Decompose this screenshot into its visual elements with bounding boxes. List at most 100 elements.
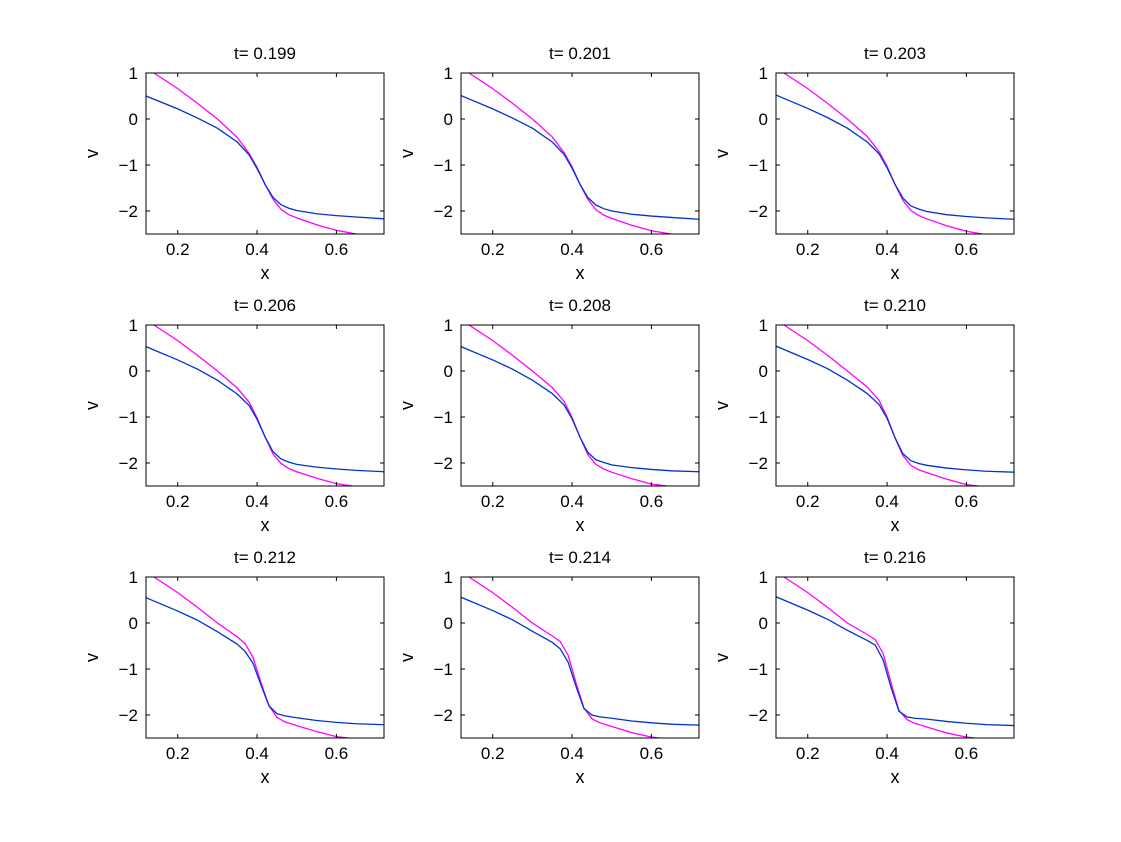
subplot-title: t= 0.203 bbox=[864, 44, 926, 63]
magenta-series-line bbox=[468, 577, 660, 738]
y-tick-label: −1 bbox=[749, 156, 768, 175]
x-tick-label: 0.6 bbox=[325, 240, 349, 259]
y-tick-label: 0 bbox=[444, 362, 453, 381]
y-tick-label: −2 bbox=[749, 706, 768, 725]
x-tick-label: 0.6 bbox=[955, 492, 979, 511]
y-tick-label: −1 bbox=[119, 156, 138, 175]
y-tick-label: 0 bbox=[129, 110, 138, 129]
subplot: t= 0.199 0.2 0.4 0.6 1 0 −1 −2 x v bbox=[82, 44, 385, 283]
y-axis-label: v bbox=[397, 653, 417, 662]
blue-series-line bbox=[146, 346, 384, 473]
x-axis-label: x bbox=[261, 515, 270, 535]
x-tick-label: 0.2 bbox=[481, 240, 505, 259]
magenta-series-line bbox=[783, 325, 979, 486]
subplot-title: t= 0.199 bbox=[234, 44, 296, 63]
y-tick-label: 1 bbox=[759, 64, 768, 83]
magenta-series-line bbox=[153, 325, 353, 486]
y-tick-label: −1 bbox=[434, 660, 453, 679]
y-tick-label: 1 bbox=[444, 64, 453, 83]
blue-series-line bbox=[461, 346, 699, 473]
subplot-title: t= 0.212 bbox=[234, 548, 296, 567]
y-tick-label: −2 bbox=[749, 202, 768, 221]
y-tick-label: −1 bbox=[119, 408, 138, 427]
axes-box bbox=[460, 72, 700, 235]
y-tick-label: 0 bbox=[759, 362, 768, 381]
blue-series-line bbox=[146, 597, 384, 726]
blue-series-line bbox=[776, 94, 1014, 220]
blue-series-line bbox=[146, 95, 384, 220]
magenta-series-line bbox=[153, 577, 349, 738]
x-tick-label: 0.4 bbox=[875, 744, 899, 763]
magenta-series-line bbox=[468, 325, 668, 486]
x-tick-label: 0.2 bbox=[166, 492, 190, 511]
y-tick-label: 0 bbox=[444, 110, 453, 129]
y-tick-label: 1 bbox=[129, 568, 138, 587]
blue-series-line bbox=[461, 94, 699, 220]
y-tick-label: 0 bbox=[759, 110, 768, 129]
x-tick-label: 0.4 bbox=[875, 240, 899, 259]
blue-series-line bbox=[776, 345, 1014, 473]
x-tick-label: 0.6 bbox=[955, 744, 979, 763]
subplot-title: t= 0.206 bbox=[234, 296, 296, 315]
subplot: t= 0.214 0.2 0.4 0.6 1 0 −1 −2 x v bbox=[397, 548, 700, 787]
subplot: t= 0.206 0.2 0.4 0.6 1 0 −1 −2 x v bbox=[82, 296, 385, 535]
y-tick-label: −1 bbox=[749, 660, 768, 679]
x-tick-label: 0.2 bbox=[796, 744, 820, 763]
subplot: t= 0.203 0.2 0.4 0.6 1 0 −1 −2 x v bbox=[712, 44, 1015, 283]
y-tick-label: −1 bbox=[434, 156, 453, 175]
x-tick-label: 0.4 bbox=[245, 744, 269, 763]
y-tick-label: 0 bbox=[129, 362, 138, 381]
x-tick-label: 0.4 bbox=[560, 492, 584, 511]
x-axis-label: x bbox=[576, 515, 585, 535]
y-tick-label: −2 bbox=[434, 454, 453, 473]
y-tick-label: −1 bbox=[749, 408, 768, 427]
x-axis-label: x bbox=[891, 515, 900, 535]
axes-box bbox=[775, 576, 1015, 739]
x-tick-label: 0.2 bbox=[166, 744, 190, 763]
axes-box bbox=[460, 324, 700, 487]
x-tick-label: 0.6 bbox=[640, 240, 664, 259]
y-tick-label: −1 bbox=[434, 408, 453, 427]
subplot-title: t= 0.214 bbox=[549, 548, 611, 567]
y-tick-label: 1 bbox=[129, 316, 138, 335]
y-tick-label: −1 bbox=[119, 660, 138, 679]
axes-box bbox=[775, 324, 1015, 487]
x-tick-label: 0.4 bbox=[560, 240, 584, 259]
y-axis-label: v bbox=[82, 653, 102, 662]
y-tick-label: −2 bbox=[434, 202, 453, 221]
x-axis-label: x bbox=[576, 767, 585, 787]
y-axis-label: v bbox=[82, 149, 102, 158]
axes-box bbox=[460, 576, 700, 739]
subplot: t= 0.201 0.2 0.4 0.6 1 0 −1 −2 x v bbox=[397, 44, 700, 283]
x-axis-label: x bbox=[261, 767, 270, 787]
y-tick-label: 1 bbox=[759, 568, 768, 587]
subplot-title: t= 0.210 bbox=[864, 296, 926, 315]
subplot-title: t= 0.201 bbox=[549, 44, 611, 63]
blue-series-line bbox=[776, 596, 1014, 727]
y-axis-label: v bbox=[397, 149, 417, 158]
axes-box bbox=[145, 324, 385, 487]
y-tick-label: 1 bbox=[444, 568, 453, 587]
x-axis-label: x bbox=[576, 263, 585, 283]
x-tick-label: 0.6 bbox=[325, 492, 349, 511]
magenta-series-line bbox=[783, 73, 983, 234]
y-tick-label: −2 bbox=[119, 706, 138, 725]
x-tick-label: 0.2 bbox=[796, 240, 820, 259]
subplot-title: t= 0.208 bbox=[549, 296, 611, 315]
y-axis-label: v bbox=[712, 149, 732, 158]
x-tick-label: 0.6 bbox=[640, 492, 664, 511]
x-tick-label: 0.2 bbox=[481, 492, 505, 511]
x-tick-label: 0.2 bbox=[481, 744, 505, 763]
x-tick-label: 0.4 bbox=[560, 744, 584, 763]
y-tick-label: −2 bbox=[119, 202, 138, 221]
x-tick-label: 0.4 bbox=[245, 240, 269, 259]
y-axis-label: v bbox=[712, 653, 732, 662]
y-tick-label: 0 bbox=[444, 614, 453, 633]
x-tick-label: 0.6 bbox=[640, 744, 664, 763]
x-tick-label: 0.2 bbox=[796, 492, 820, 511]
x-axis-label: x bbox=[891, 263, 900, 283]
x-tick-label: 0.6 bbox=[325, 744, 349, 763]
y-axis-label: v bbox=[712, 401, 732, 410]
blue-series-line bbox=[461, 596, 699, 726]
